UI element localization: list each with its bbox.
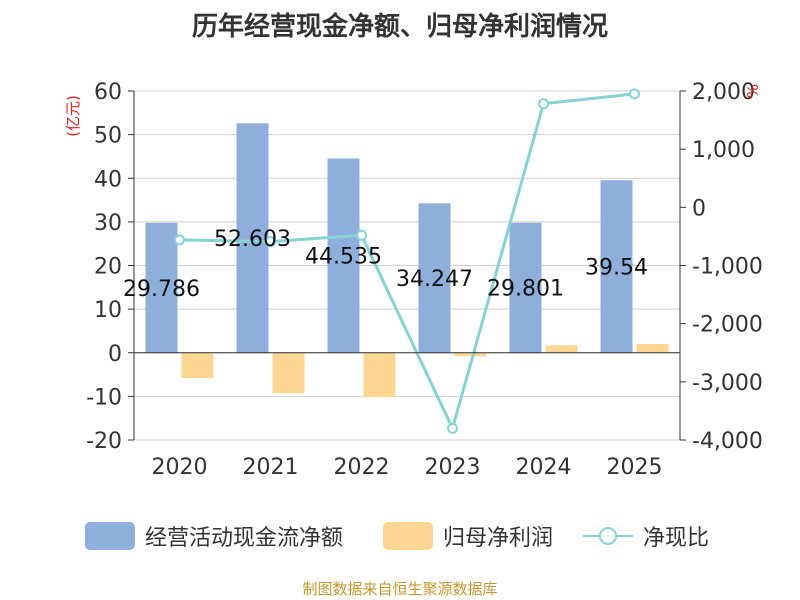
point-ratio: [538, 98, 549, 110]
y-left-tick-label: 40: [94, 167, 122, 192]
y-right-tick-label: -1,000: [692, 255, 763, 280]
bar-cashflow: [145, 222, 178, 353]
bar-cashflow: [236, 123, 269, 353]
y-right-tick-label: 2,000: [692, 80, 755, 105]
bar-net-profit: [636, 344, 669, 353]
y-right-unit-label: %: [744, 84, 762, 98]
point-ratio: [356, 229, 367, 241]
legend-item-net-profit[interactable]: 归母净利润: [383, 516, 553, 556]
y-left-tick-label: 10: [94, 298, 122, 323]
bar-cashflow: [600, 180, 633, 353]
chart-title: 历年经营现金净额、归母净利润情况: [191, 12, 608, 42]
bar-net-profit: [363, 352, 396, 398]
point-ratio: [265, 236, 276, 248]
axes: 60 50 40 30 20 10 0 -10 -20 2,000 1,000 0 -1,000 -2,0…: [64, 80, 763, 480]
bars: [145, 123, 669, 398]
source-note: 制图数据来自恒生聚源数据库: [302, 580, 498, 598]
x-tick-label: 2024: [516, 455, 572, 480]
y-right-tick-label: 1,000: [692, 138, 755, 163]
bar-cashflow: [418, 203, 451, 353]
legend-swatch-net-profit: [383, 522, 433, 550]
data-labels: 29.786 52.603 44.535 34.247 29.801 39.54: [123, 227, 648, 302]
y-left-tick-label: -10: [86, 385, 122, 410]
y-left-tick-label: 60: [94, 80, 122, 105]
data-label-cashflow: 34.247: [396, 267, 473, 292]
legend-item-ratio[interactable]: 净现比: [583, 516, 709, 556]
data-label-cashflow: 44.535: [305, 245, 382, 270]
y-right-tick-label: -4,000: [692, 429, 763, 454]
data-label-cashflow: 29.801: [487, 277, 564, 302]
legend-label-cashflow: 经营活动现金流净额: [145, 526, 344, 551]
legend: 经营活动现金流净额 归母净利润 净现比: [0, 516, 800, 556]
point-ratio: [629, 88, 640, 100]
y-left-tick-label: 0: [108, 342, 122, 367]
bar-net-profit: [272, 352, 305, 394]
point-ratio: [447, 422, 458, 434]
x-tick-label: 2023: [425, 455, 481, 480]
y-left-tick-label: -20: [86, 429, 122, 454]
point-ratio: [174, 234, 185, 246]
bar-cashflow: [509, 222, 542, 353]
legend-item-cashflow[interactable]: 经营活动现金流净额: [85, 516, 343, 556]
y-right-tick-label: -2,000: [692, 313, 763, 338]
bar-cashflow: [327, 158, 360, 353]
legend-label-ratio: 净现比: [643, 526, 710, 551]
y-left-tick-label: 50: [94, 124, 122, 149]
y-right-tick-label: 0: [692, 196, 706, 221]
bar-net-profit: [181, 352, 214, 379]
bar-net-profit: [454, 352, 487, 357]
legend-swatch-cashflow: [85, 522, 135, 550]
data-label-cashflow: 52.603: [214, 227, 291, 252]
data-label-cashflow: 29.786: [123, 277, 200, 302]
y-right-tick-label: -3,000: [692, 371, 763, 396]
legend-swatch-ratio: [583, 522, 633, 550]
x-tick-label: 2021: [243, 455, 299, 480]
line-ratio: [179, 92, 635, 433]
x-tick-label: 2025: [607, 455, 663, 480]
bar-net-profit: [545, 345, 578, 353]
y-left-unit-label: (亿元): [64, 95, 82, 137]
y-left-tick-label: 30: [94, 211, 122, 236]
x-tick-label: 2022: [334, 455, 390, 480]
y-left-tick-label: 20: [94, 255, 122, 280]
line-series: [174, 88, 640, 434]
x-tick-label: 2020: [152, 455, 208, 480]
legend-label-net-profit: 归母净利润: [443, 526, 554, 551]
data-label-cashflow: 39.54: [585, 256, 648, 281]
